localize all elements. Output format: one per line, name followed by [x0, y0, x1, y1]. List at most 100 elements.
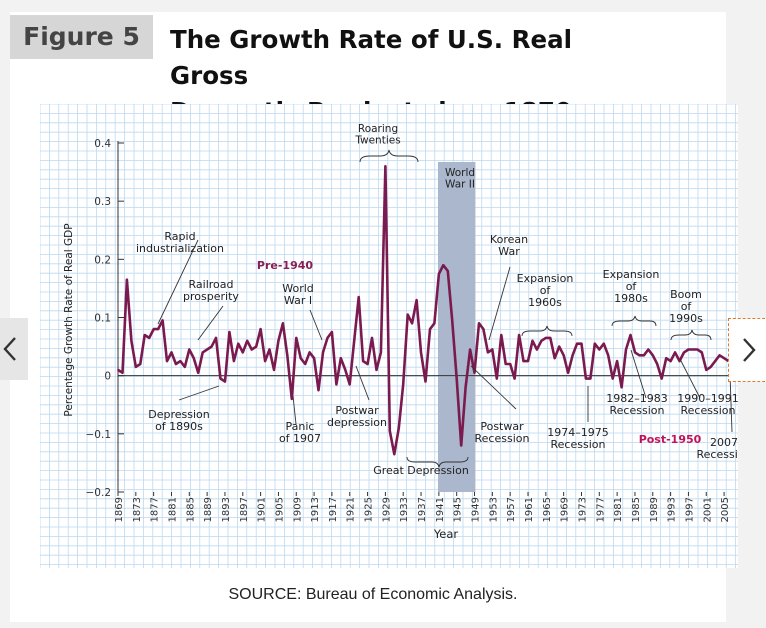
carousel-next-button[interactable] [728, 318, 766, 382]
annotation-label: 2007Recession [697, 436, 738, 461]
x-tick-label: 1921 [346, 497, 357, 522]
data-point [607, 354, 610, 357]
data-point [192, 357, 195, 360]
1960s-brace [521, 325, 573, 337]
data-point [420, 351, 422, 354]
data-point [571, 354, 574, 357]
data-point [429, 328, 431, 331]
data-point [700, 351, 703, 354]
x-tick-label: 1941 [435, 497, 446, 522]
data-point [259, 328, 262, 331]
data-point [130, 339, 133, 342]
x-tick-label: 1873 [132, 497, 143, 522]
data-point [518, 334, 520, 336]
data-point [232, 360, 235, 363]
annotation-leader [197, 305, 224, 341]
data-point [166, 360, 168, 363]
data-point [188, 348, 191, 351]
y-tick-label: 0.3 [94, 196, 111, 208]
data-point [424, 380, 427, 383]
data-point [589, 377, 592, 380]
x-tick-label: 1945 [453, 497, 464, 522]
x-tick-label: 1981 [613, 497, 624, 522]
1990s-brace [670, 329, 712, 341]
data-point [620, 386, 623, 389]
figure-title-line-1: The Growth Rate of U.S. Real Gross [170, 25, 573, 90]
annotation-leader [679, 358, 701, 399]
y-tick-label: 0 [104, 371, 111, 383]
data-point [134, 366, 137, 368]
data-point [585, 377, 587, 380]
data-point [446, 270, 449, 272]
data-point [460, 444, 463, 447]
x-tick-label: 1905 [274, 497, 285, 522]
data-point [723, 357, 725, 360]
annotation-label: Panic of 1907 [279, 420, 321, 445]
data-point [562, 354, 565, 357]
x-axis-label: Year [433, 527, 459, 541]
data-point [304, 363, 307, 365]
x-tick-label: 1909 [292, 497, 303, 522]
data-point [228, 331, 231, 333]
data-point [206, 348, 209, 351]
data-point [527, 360, 529, 363]
data-point [157, 328, 160, 331]
y-tick-label: 0.4 [94, 138, 111, 150]
data-point [353, 339, 356, 342]
x-tick-label: 1869 [114, 497, 125, 522]
data-point [602, 342, 605, 345]
data-point [674, 351, 676, 354]
annotation-label: Postwar Recession [475, 420, 530, 445]
data-point [273, 368, 275, 371]
x-tick-label: 1889 [203, 497, 214, 522]
annotation-label: World War II [445, 167, 475, 191]
x-tick-label: 2005 [720, 497, 731, 522]
annotation-leader [355, 365, 370, 401]
data-point [567, 371, 570, 374]
data-point [219, 377, 222, 380]
data-point [126, 278, 128, 281]
data-point [634, 351, 636, 354]
x-tick-label: 1985 [631, 497, 642, 522]
chevron-left-icon [3, 337, 16, 361]
data-point [161, 319, 164, 322]
data-point [451, 319, 454, 322]
data-point [593, 342, 596, 345]
x-tick-label: 1957 [506, 497, 517, 522]
annotation-leader [157, 239, 199, 325]
x-tick-label: 1961 [524, 497, 535, 522]
data-point [406, 313, 409, 316]
annotation-label: Railroad prosperity [183, 278, 239, 303]
data-point [255, 345, 258, 348]
data-point [268, 348, 271, 351]
data-point [437, 272, 440, 275]
annotation-label: 1974–1975 Recession [547, 426, 609, 451]
data-point [170, 351, 173, 354]
data-point [308, 351, 311, 354]
data-point [286, 354, 289, 357]
data-point [148, 336, 151, 339]
annotation-label: Boom of 1990s [669, 288, 703, 325]
annotation-label: 1990–1991 Recession [677, 392, 738, 417]
y-tick-label: 0.2 [94, 254, 111, 266]
data-point [299, 357, 302, 360]
data-point [522, 360, 525, 363]
data-point [362, 360, 365, 363]
x-tick-label: 1965 [542, 497, 553, 522]
data-point [687, 348, 690, 351]
data-point [576, 342, 578, 345]
data-point [536, 348, 538, 351]
x-tick-label: 1913 [310, 497, 321, 522]
data-point [491, 348, 494, 351]
x-tick-label: 1993 [667, 497, 678, 522]
data-point [397, 427, 400, 429]
data-point [411, 322, 414, 325]
data-point [531, 339, 534, 342]
data-point [215, 336, 217, 339]
data-point [371, 336, 373, 339]
annotation-leader [309, 309, 323, 341]
carousel-prev-button[interactable] [0, 318, 28, 380]
data-point [656, 363, 659, 365]
data-point [651, 354, 654, 357]
data-point [384, 165, 387, 168]
